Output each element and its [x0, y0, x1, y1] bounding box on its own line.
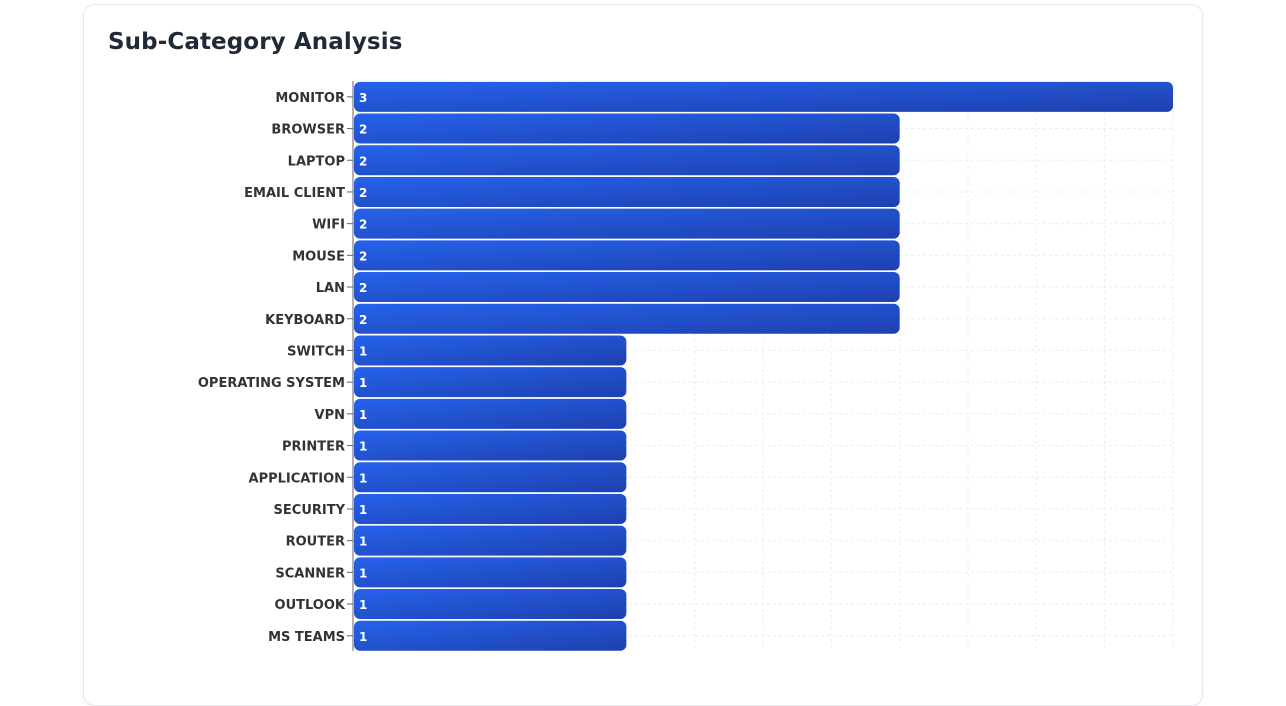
value-label: 1 [359, 376, 367, 390]
bar-outlook[interactable] [354, 589, 627, 620]
value-label: 2 [359, 186, 367, 200]
category-label: LAPTOP [288, 154, 345, 169]
value-label: 2 [359, 123, 367, 137]
bar-ms-teams[interactable] [354, 620, 627, 651]
category-label: MS TEAMS [268, 630, 345, 645]
bar-mouse[interactable] [354, 240, 900, 271]
category-labels: MONITOR BROWSER LAPTOP EMAIL CLIENT WIFI MOUS… [198, 91, 346, 645]
category-label: PRINTER [282, 440, 345, 455]
bar-application[interactable] [354, 462, 627, 493]
bar-scanner[interactable] [354, 557, 627, 588]
bar-email-client[interactable] [354, 176, 900, 207]
category-label: MONITOR [275, 91, 345, 106]
bar-switch[interactable] [354, 335, 627, 366]
value-label: 2 [359, 218, 367, 232]
bar-operating-system[interactable] [354, 367, 627, 398]
bar-monitor[interactable] [354, 81, 1173, 112]
category-label: WIFI [312, 218, 345, 233]
bar-router[interactable] [354, 525, 627, 556]
value-label: 3 [359, 91, 367, 105]
bar-security[interactable] [354, 493, 627, 524]
category-label: APPLICATION [249, 471, 345, 486]
category-label: SECURITY [274, 503, 346, 518]
bar-laptop[interactable] [354, 145, 900, 176]
category-label: SCANNER [275, 566, 345, 581]
value-label: 1 [359, 471, 367, 485]
value-label: 1 [359, 566, 367, 580]
value-label: 1 [359, 630, 367, 644]
value-label: 2 [359, 281, 367, 295]
value-label: 2 [359, 154, 367, 168]
value-label: 1 [359, 535, 367, 549]
y-axis [347, 81, 354, 651]
value-label: 1 [359, 598, 367, 612]
category-label: OPERATING SYSTEM [198, 376, 345, 391]
category-label: LAN [316, 281, 345, 296]
value-label: 1 [359, 440, 367, 454]
category-label: ROUTER [286, 535, 345, 550]
bar-vpn[interactable] [354, 398, 627, 429]
card-title: Sub-Category Analysis [108, 29, 403, 55]
bar-printer[interactable] [354, 430, 627, 461]
value-label: 2 [359, 249, 367, 263]
value-label: 1 [359, 503, 367, 517]
bar-lan[interactable] [354, 272, 900, 303]
bar-keyboard[interactable] [354, 303, 900, 334]
category-label: EMAIL CLIENT [244, 186, 345, 201]
category-label: SWITCH [287, 344, 345, 359]
value-label: 1 [359, 408, 367, 422]
category-label: KEYBOARD [265, 313, 345, 328]
category-label: VPN [315, 408, 345, 423]
bar-wifi[interactable] [354, 208, 900, 239]
value-label: 2 [359, 313, 367, 327]
category-label: BROWSER [271, 123, 345, 138]
value-label: 1 [359, 344, 367, 358]
bars [354, 81, 1173, 651]
category-label: MOUSE [292, 249, 345, 264]
value-labels: 3 2 2 2 2 2 2 2 1 1 1 1 1 1 1 1 1 1 [359, 91, 367, 644]
sub-category-bar-chart: MONITOR BROWSER LAPTOP EMAIL CLIENT WIFI MOUS… [198, 81, 1174, 651]
bar-browser[interactable] [354, 113, 900, 144]
category-label: OUTLOOK [275, 598, 346, 613]
